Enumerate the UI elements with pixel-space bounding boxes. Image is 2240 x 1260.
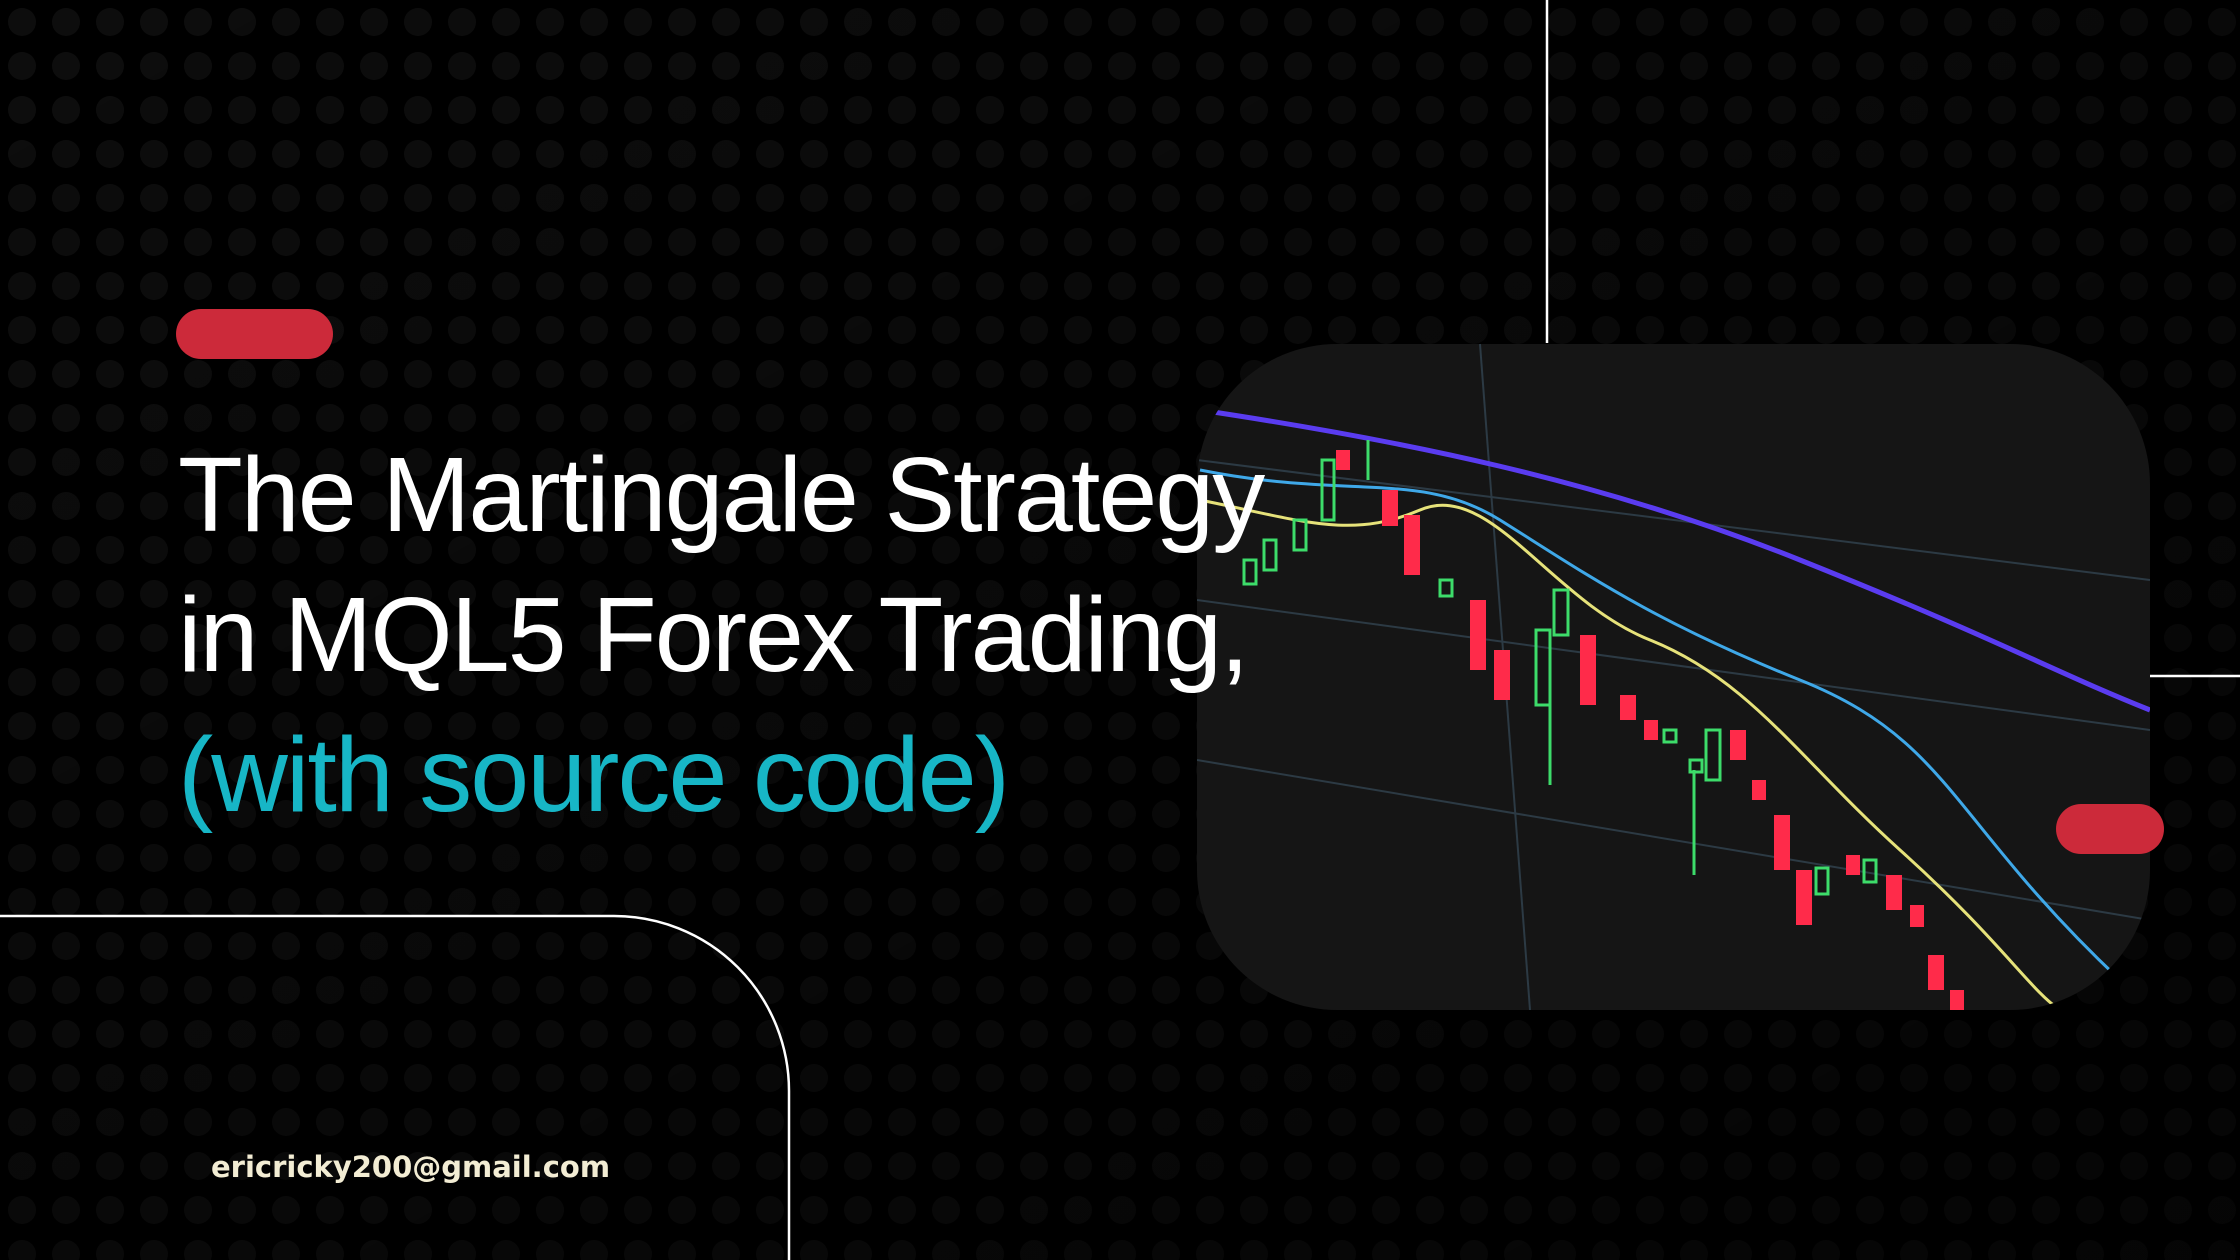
title-line: The Martingale Strategy xyxy=(178,436,1265,554)
email: ericricky200@gmail.com xyxy=(211,1150,610,1184)
ma-line xyxy=(1199,407,2150,713)
accent-pill xyxy=(176,309,333,359)
candles-green xyxy=(1242,440,1878,896)
accent-pill xyxy=(2056,804,2164,854)
corner-curve xyxy=(0,914,791,1260)
chart-photo xyxy=(1197,344,2150,1010)
subtitle: (with source code) xyxy=(178,716,1008,834)
candles-red xyxy=(1336,450,1964,1010)
ma-line xyxy=(1199,468,2122,982)
ma-line xyxy=(1199,498,2061,1010)
photo-bg xyxy=(1197,344,2150,1010)
title-line: in MQL5 Forex Trading, xyxy=(178,576,1247,694)
